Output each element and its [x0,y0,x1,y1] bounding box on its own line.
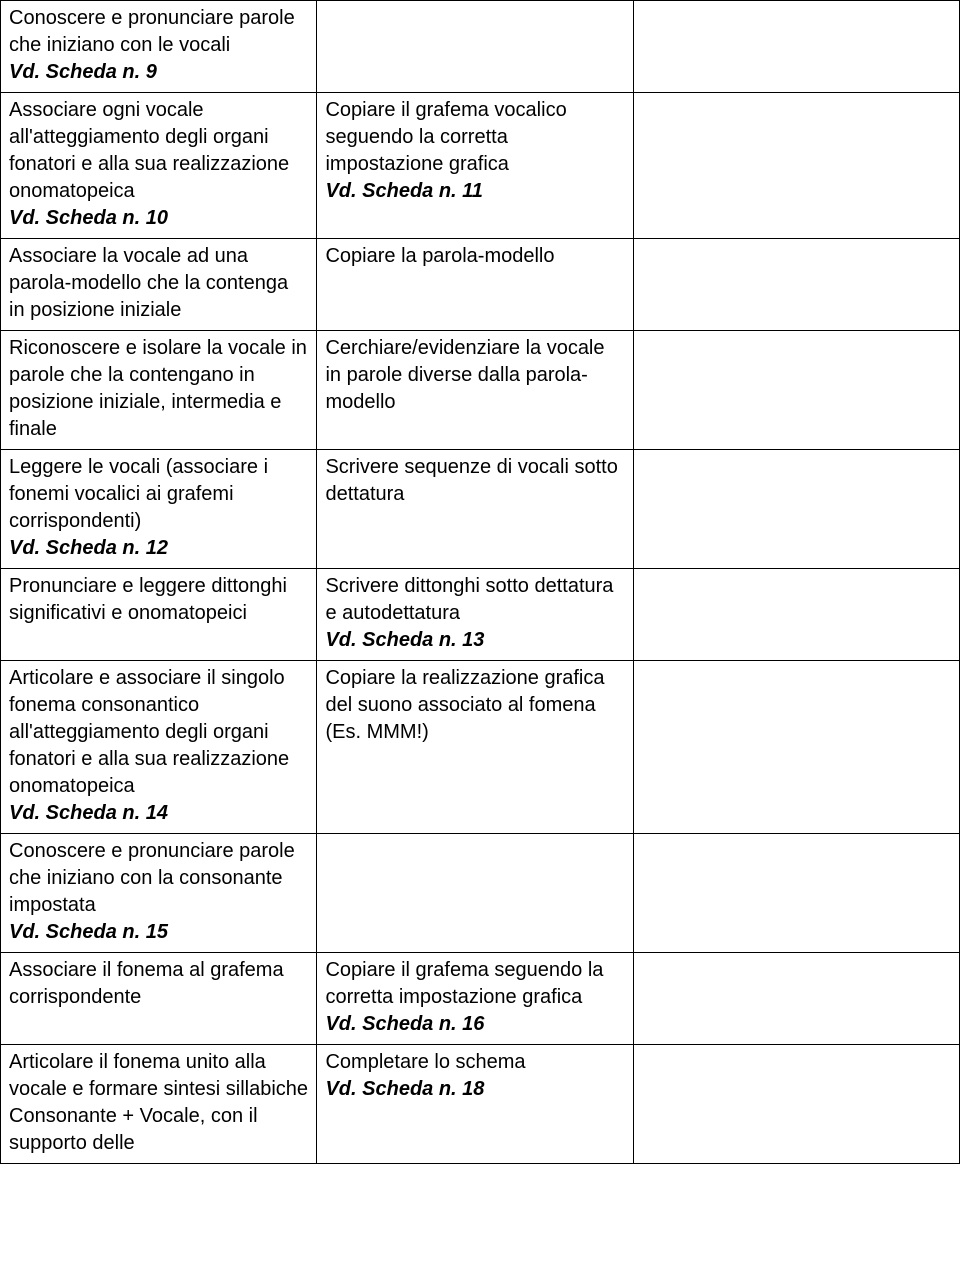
cell-ref: Vd. Scheda n. 9 [9,59,308,86]
cell-ref: Vd. Scheda n. 14 [9,800,308,827]
cell-ref: Vd. Scheda n. 15 [9,919,308,946]
cell-col2: Scrivere sequenze di vocali sotto dettat… [317,450,633,569]
cell-col1: Leggere le vocali (associare i fonemi vo… [1,450,317,569]
table-row: Pronunciare e leggere dittonghi signific… [1,569,960,661]
cell-text: Conoscere e pronunciare parole che inizi… [9,840,295,916]
cell-col3 [633,834,959,953]
cell-ref: Vd. Scheda n. 12 [9,535,308,562]
cell-col3 [633,661,959,834]
cell-text: Associare la vocale ad una parola-modell… [9,245,288,321]
cell-text: Articolare e associare il singolo fonema… [9,667,289,797]
cell-col2: Completare lo schema Vd. Scheda n. 18 [317,1045,633,1164]
table-row: Articolare e associare il singolo fonema… [1,661,960,834]
cell-col1: Pronunciare e leggere dittonghi signific… [1,569,317,661]
cell-col2: Copiare il grafema vocalico seguendo la … [317,93,633,239]
cell-text: Copiare il grafema vocalico seguendo la … [325,99,566,175]
cell-col3 [633,1045,959,1164]
table-row: Leggere le vocali (associare i fonemi vo… [1,450,960,569]
table-row: Conoscere e pronunciare parole che inizi… [1,834,960,953]
cell-col1: Conoscere e pronunciare parole che inizi… [1,834,317,953]
cell-text: Articolare il fonema unito alla vocale e… [9,1051,308,1154]
cell-text: Conoscere e pronunciare parole che inizi… [9,7,295,56]
table-row: Associare ogni vocale all'atteggiamento … [1,93,960,239]
cell-col2: Copiare il grafema seguendo la corretta … [317,953,633,1045]
cell-col2: Copiare la parola-modello [317,239,633,331]
cell-text: Scrivere dittonghi sotto dettatura e aut… [325,575,613,624]
cell-col2 [317,1,633,93]
cell-text: Scrivere sequenze di vocali sotto dettat… [325,456,617,505]
cell-ref: Vd. Scheda n. 16 [325,1011,624,1038]
table-body: Conoscere e pronunciare parole che inizi… [1,1,960,1164]
table-row: Associare la vocale ad una parola-modell… [1,239,960,331]
cell-text: Riconoscere e isolare la vocale in parol… [9,337,307,440]
table-row: Riconoscere e isolare la vocale in parol… [1,331,960,450]
cell-col1: Associare ogni vocale all'atteggiamento … [1,93,317,239]
cell-ref: Vd. Scheda n. 11 [325,178,624,205]
cell-col2: Cerchiare/evidenziare la vocale in parol… [317,331,633,450]
cell-ref: Vd. Scheda n. 13 [325,627,624,654]
cell-col1: Articolare e associare il singolo fonema… [1,661,317,834]
cell-col3 [633,331,959,450]
cell-col3 [633,1,959,93]
cell-col3 [633,93,959,239]
curriculum-table: Conoscere e pronunciare parole che inizi… [0,0,960,1164]
cell-ref: Vd. Scheda n. 10 [9,205,308,232]
cell-text: Leggere le vocali (associare i fonemi vo… [9,456,268,532]
cell-text: Completare lo schema [325,1051,525,1073]
cell-col3 [633,953,959,1045]
cell-text: Copiare la parola-modello [325,245,554,267]
table-row: Articolare il fonema unito alla vocale e… [1,1045,960,1164]
cell-col1: Conoscere e pronunciare parole che inizi… [1,1,317,93]
cell-col1: Associare il fonema al grafema corrispon… [1,953,317,1045]
cell-col2: Scrivere dittonghi sotto dettatura e aut… [317,569,633,661]
cell-col2: Copiare la realizzazione grafica del suo… [317,661,633,834]
cell-col3 [633,450,959,569]
cell-text: Associare ogni vocale all'atteggiamento … [9,99,289,202]
cell-text: Copiare il grafema seguendo la corretta … [325,959,603,1008]
cell-col3 [633,239,959,331]
cell-text: Cerchiare/evidenziare la vocale in parol… [325,337,604,413]
table-row: Conoscere e pronunciare parole che inizi… [1,1,960,93]
cell-text: Associare il fonema al grafema corrispon… [9,959,284,1008]
table-row: Associare il fonema al grafema corrispon… [1,953,960,1045]
cell-col1: Riconoscere e isolare la vocale in parol… [1,331,317,450]
cell-col1: Articolare il fonema unito alla vocale e… [1,1045,317,1164]
cell-col3 [633,569,959,661]
cell-col2 [317,834,633,953]
cell-text: Copiare la realizzazione grafica del suo… [325,667,604,743]
cell-text: Pronunciare e leggere dittonghi signific… [9,575,287,624]
cell-ref: Vd. Scheda n. 18 [325,1076,624,1103]
cell-col1: Associare la vocale ad una parola-modell… [1,239,317,331]
